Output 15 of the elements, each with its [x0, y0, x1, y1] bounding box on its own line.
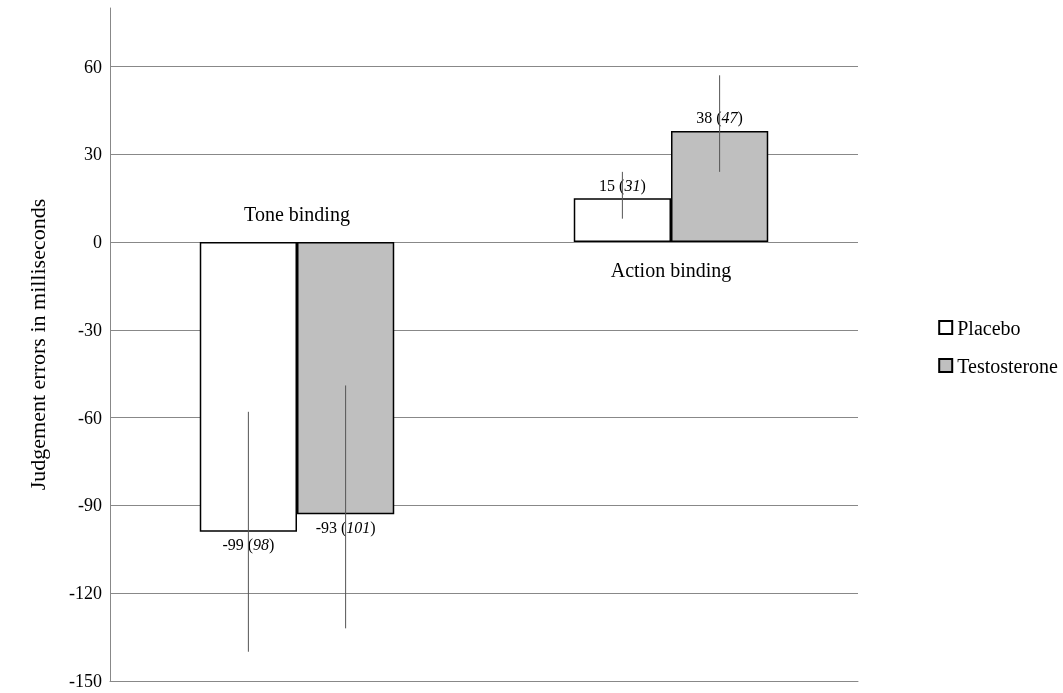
y-tick-label: -120: [69, 583, 102, 604]
x-tick-label: Action binding: [610, 259, 732, 283]
data-label: -93 (101): [315, 518, 376, 537]
y-tick-label: 30: [84, 144, 102, 165]
y-axis-title: Judgement errors in milliseconds: [24, 198, 50, 491]
y-tick-label: -60: [78, 407, 102, 428]
y-tick-label: 60: [84, 56, 102, 77]
data-label: 38 (47): [696, 109, 743, 128]
y-tick-label: 0: [93, 232, 102, 253]
x-tick-label: Tone binding: [244, 203, 350, 227]
legend-label: Testosterone: [957, 354, 1059, 377]
y-tick-label: -30: [78, 319, 102, 340]
y-tick-label: -150: [69, 671, 102, 691]
y-tick-label: -90: [78, 495, 102, 516]
legend-label: Placebo: [957, 316, 1021, 339]
